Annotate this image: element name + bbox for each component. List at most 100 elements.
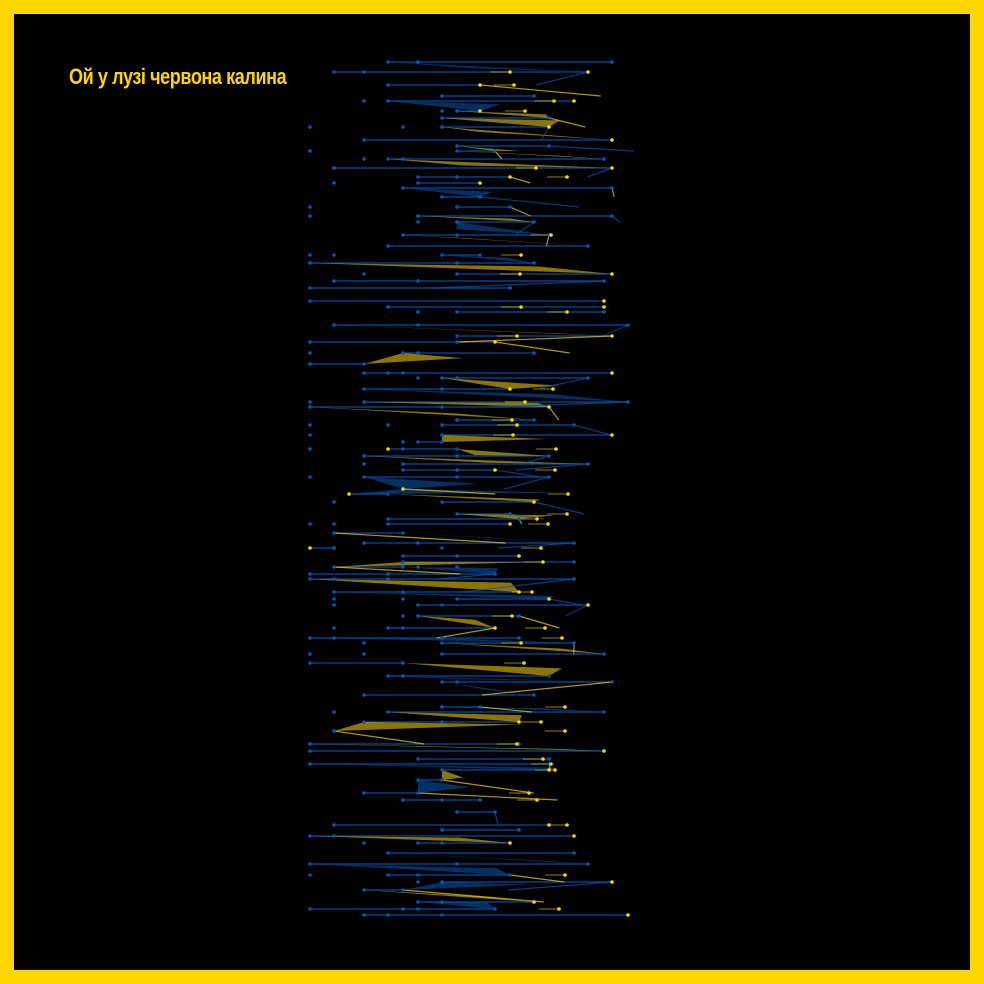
graph-face [418,780,470,793]
graph-node [455,810,459,814]
graph-node [332,522,336,526]
graph-node [547,125,551,129]
graph-edge [545,234,550,247]
graph-face [403,567,498,574]
graph-node [557,907,561,911]
graph-face [364,477,479,489]
graph-node [308,299,312,303]
graph-node [308,286,312,290]
graph-node [440,125,444,129]
graph-node [332,181,336,185]
graph-node [362,475,366,479]
graph-node [478,195,482,199]
graph-node [386,305,390,309]
graph-face [442,255,534,263]
graph-node [547,757,551,761]
graph-edge [494,469,540,478]
graph-node [440,195,444,199]
graph-face [310,579,519,592]
graph-node [455,175,459,179]
graph-node [401,560,405,564]
graph-node [362,400,366,404]
graph-node [308,546,312,550]
graph-node [440,253,444,257]
graph-node [401,798,405,802]
graph-node [332,531,336,535]
graph-edge [417,792,558,801]
graph-node [493,810,497,814]
graph-nodes [308,60,630,917]
graph-edge [587,167,613,178]
graph-node [440,405,444,409]
graph-edge [479,84,601,97]
graph-node [547,116,551,120]
graph-node [332,565,336,569]
graph-edge [536,71,589,86]
graph-node [332,710,336,714]
graph-node [508,205,512,209]
graph-node [455,565,459,569]
graph-edge [536,377,589,390]
graph-node [455,468,459,472]
graph-node [553,468,557,472]
graph-node [602,157,606,161]
graph-edge [438,573,496,580]
graph-node [610,166,614,170]
graph-node [308,340,312,344]
graph-node [508,286,512,290]
graph-node [539,546,543,550]
graph-node [549,762,553,766]
graph-node [511,433,515,437]
graph-node [401,487,405,491]
graph-node [332,603,336,607]
graph-face [310,764,557,770]
graph-face [442,643,604,654]
graph-node [401,351,405,355]
graph-node [602,749,606,753]
graph-node [401,157,405,161]
graph-edge [481,681,613,696]
graph-edge [436,627,496,639]
graph-node [386,157,390,161]
graph-node [563,729,567,733]
graph-edge [494,811,499,826]
graph-node [440,116,444,120]
graph-node [308,661,312,665]
graph-node [455,454,459,458]
graph-node [416,614,420,618]
graph-node [523,109,527,113]
graph-node [416,778,420,782]
graph-node [626,400,630,404]
graph-node [572,834,576,838]
graph-face [457,514,555,519]
graph-node [440,636,444,640]
graph-node [386,99,390,103]
graph-node [440,433,444,437]
graph-node [610,272,614,276]
graph-node [478,109,482,113]
graph-edge [518,615,560,629]
graph-node [440,500,444,504]
graph-face [334,562,536,567]
graph-node [308,742,312,746]
graph-node [401,447,405,451]
graph-node [401,468,405,472]
graph-node [440,768,444,772]
graph-node [547,597,551,601]
graph-node [308,149,312,153]
graph-node [401,661,405,665]
graph-node [610,334,614,338]
graph-face [403,235,588,246]
graph-face [403,882,530,890]
graph-edge [402,889,544,903]
graph-face [334,722,522,731]
graph-edge [548,598,583,606]
graph-face [403,188,494,197]
graph-node [362,387,366,391]
graph-node [440,652,444,656]
graph-node [362,541,366,545]
graph-edge [573,424,611,436]
graph-node [308,572,312,576]
graph-face [310,744,604,751]
